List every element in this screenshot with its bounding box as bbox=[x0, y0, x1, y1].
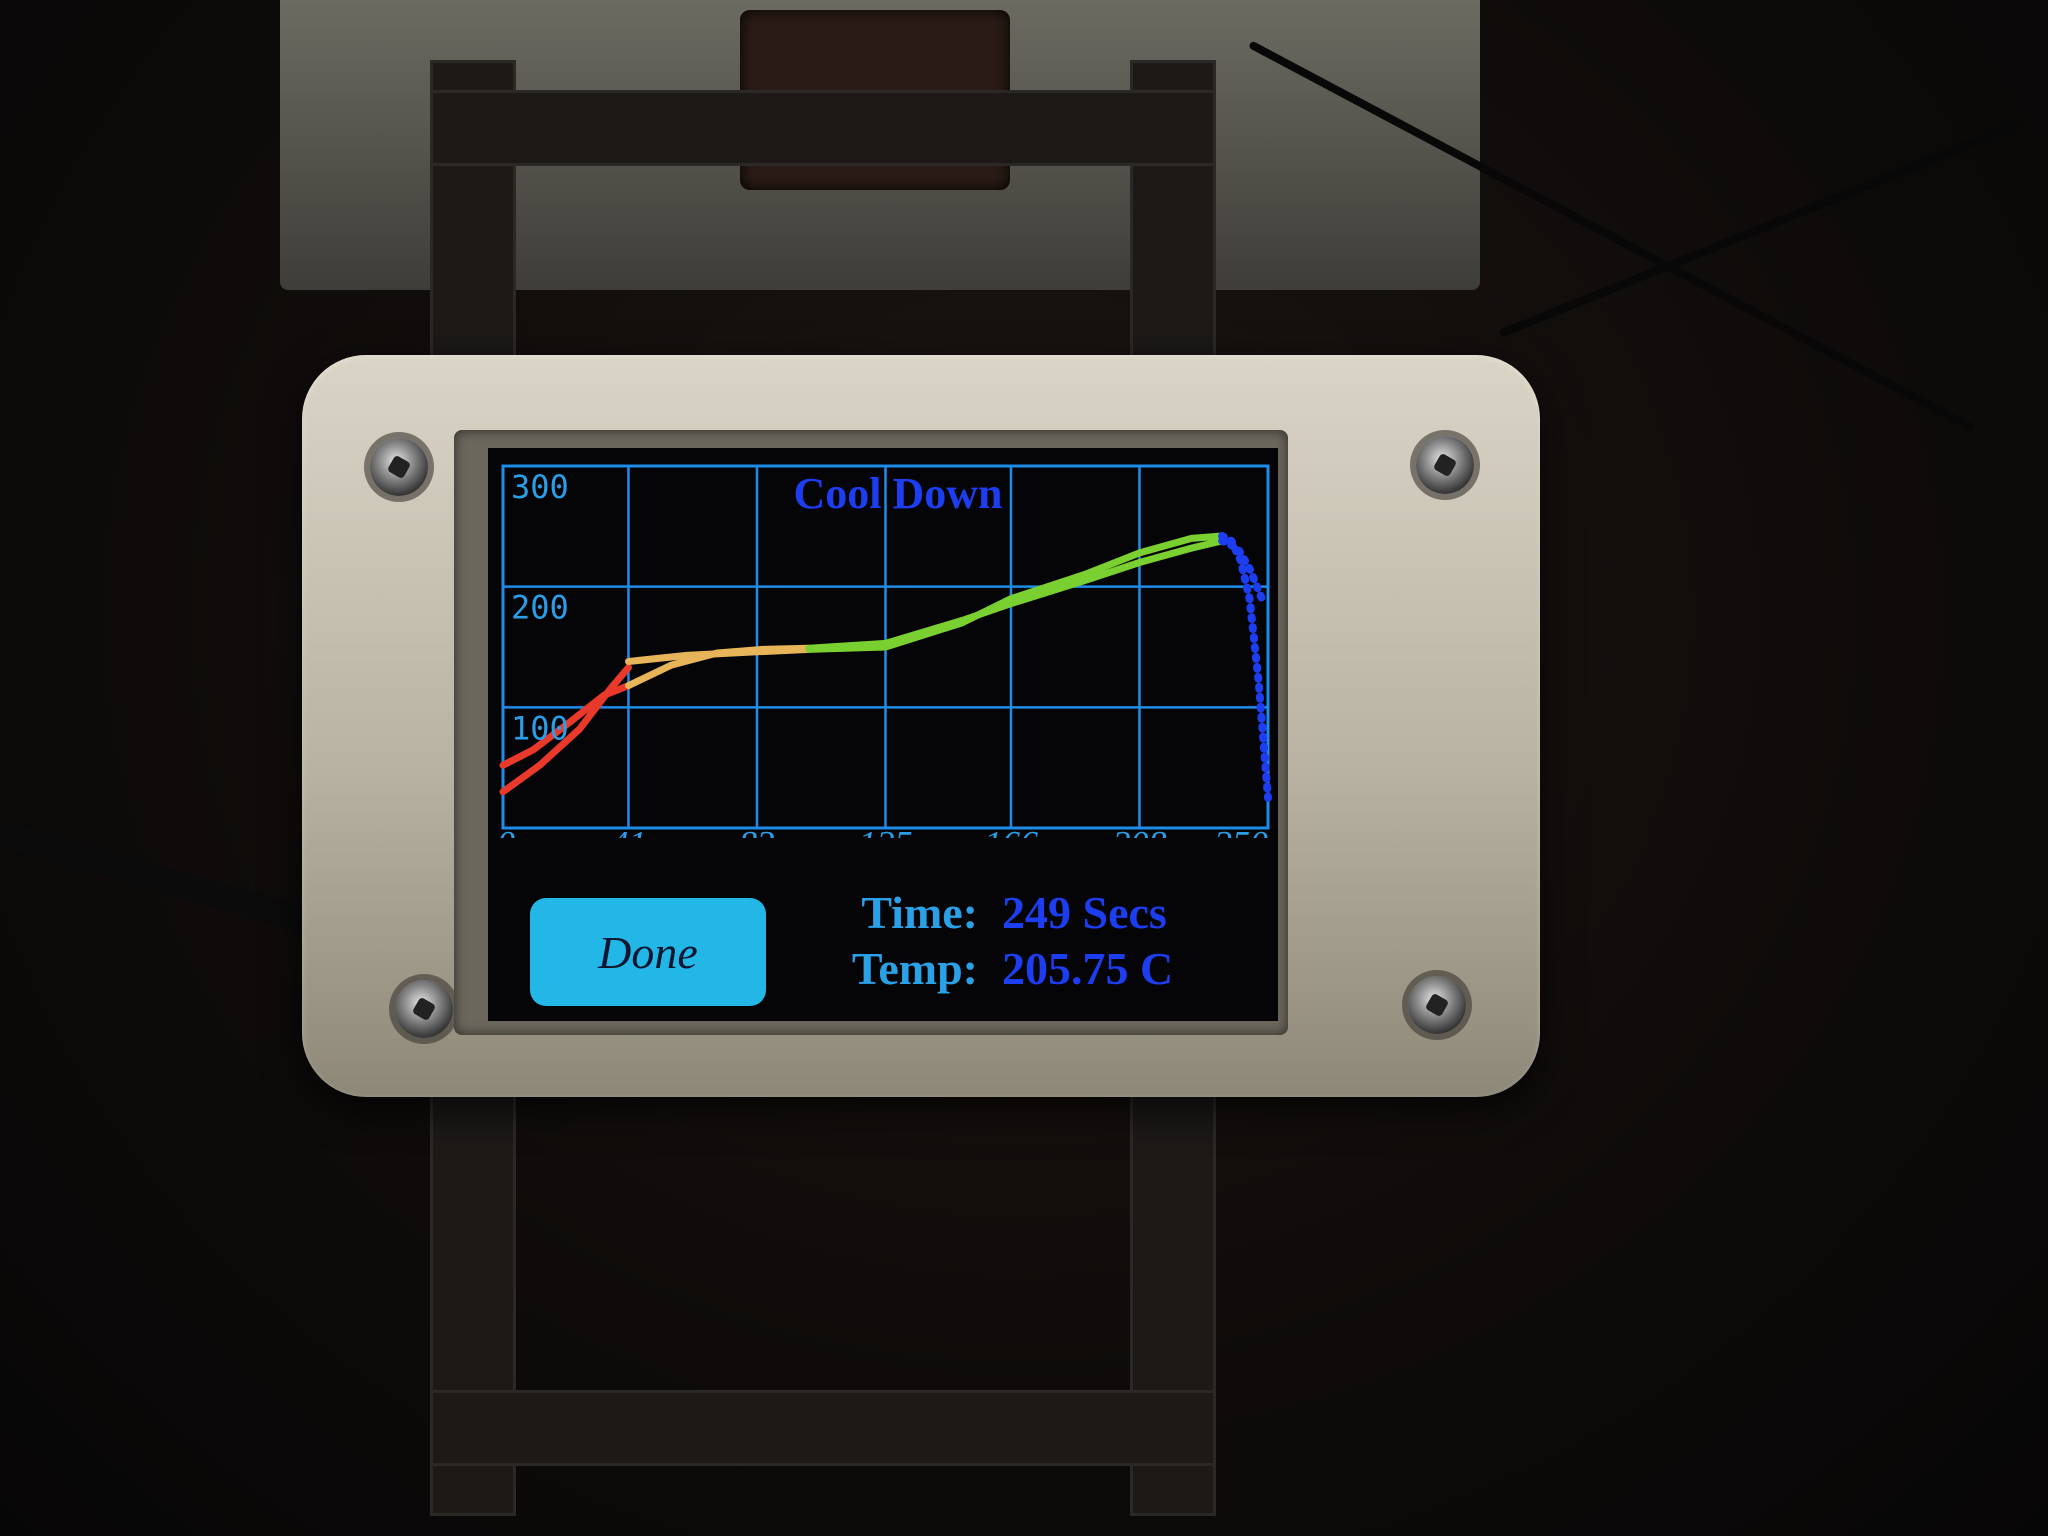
x-tick-label: 250 bbox=[1214, 824, 1268, 838]
x-tick-label: 41 bbox=[610, 824, 646, 838]
stand-top-bar bbox=[430, 90, 1216, 166]
preheat-profile-line bbox=[499, 664, 632, 796]
cable bbox=[1498, 120, 2021, 338]
preheat-measured-line bbox=[499, 682, 632, 769]
x-tick-label: 208 bbox=[1112, 824, 1166, 838]
lcd-screen: Cool Down 100 200 300 0 41 83 125 166 208 250 Do… bbox=[488, 448, 1278, 1021]
stand-bottom-bar bbox=[430, 1390, 1216, 1466]
y-tick-label: 200 bbox=[511, 589, 569, 627]
x-tick-label: 166 bbox=[984, 824, 1038, 838]
screw-icon bbox=[395, 980, 453, 1038]
time-label: Time: bbox=[861, 886, 978, 938]
chart-series bbox=[499, 532, 1272, 802]
status-readout: Time: 249 Secs Temp: 205.75 C bbox=[818, 884, 1268, 996]
y-tick-labels: 100 200 300 bbox=[511, 468, 569, 747]
time-value: 249 Secs bbox=[1002, 886, 1167, 938]
done-button[interactable]: Done bbox=[530, 898, 766, 1006]
soak-measured-line bbox=[625, 644, 813, 690]
y-tick-label: 300 bbox=[511, 468, 569, 506]
cool-measured-line bbox=[1218, 536, 1266, 603]
x-tick-label: 125 bbox=[859, 824, 913, 838]
reflow-measured-line bbox=[805, 537, 1226, 652]
screw-icon bbox=[370, 438, 428, 496]
x-tick-label: 83 bbox=[739, 824, 775, 838]
temp-row: Temp: 205.75 C bbox=[818, 940, 1268, 996]
y-tick-label: 100 bbox=[511, 709, 569, 747]
temp-label: Temp: bbox=[851, 942, 978, 994]
chart-title: Cool Down bbox=[793, 469, 1002, 518]
time-row: Time: 249 Secs bbox=[818, 884, 1268, 940]
reflow-profile-line bbox=[805, 532, 1226, 653]
temp-value: 205.75 C bbox=[1002, 942, 1174, 994]
cool-profile-line bbox=[1218, 532, 1272, 802]
x-tick-label: 0 bbox=[497, 824, 515, 838]
screw-icon bbox=[1416, 436, 1474, 494]
reflow-chart: Cool Down 100 200 300 0 41 83 125 166 208 250 bbox=[497, 464, 1272, 838]
x-tick-labels: 0 41 83 125 166 208 250 bbox=[497, 824, 1268, 838]
screw-icon bbox=[1408, 976, 1466, 1034]
